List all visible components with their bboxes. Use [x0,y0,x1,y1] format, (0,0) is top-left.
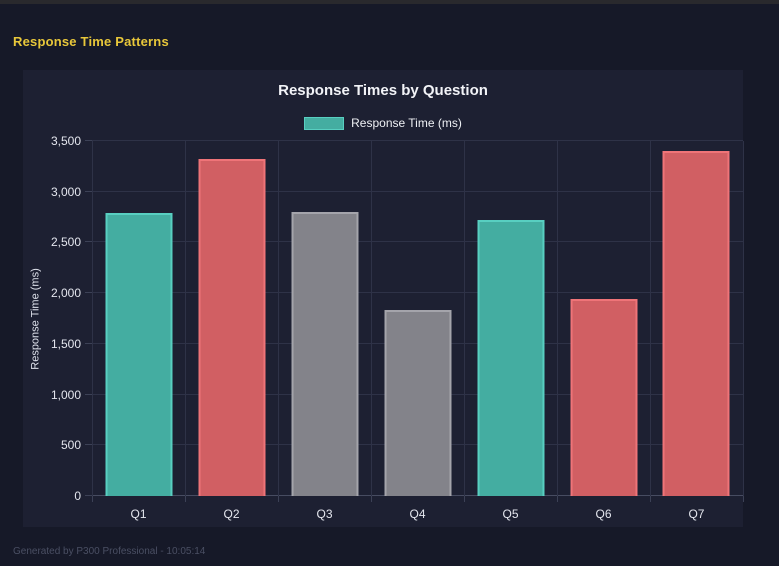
y-tick-label: 3,000 [50,184,81,199]
footer-text: Generated by P300 Professional - 10:05:1… [13,546,206,557]
x-tick-label: Q1 [130,507,147,521]
y-tick-mark [85,292,92,294]
plot-area [85,140,744,502]
y-tick-mark [85,342,92,344]
bar-q2[interactable] [198,158,265,496]
v-gridline [743,141,744,496]
v-gridline [557,141,558,496]
h-gridline [92,241,743,243]
y-tick-mark [85,190,92,192]
y-tick-label: 500 [60,438,81,453]
x-tick-mark [92,496,93,502]
v-gridline [371,141,372,496]
top-strip [0,0,779,4]
x-axis-tick-labels: Q1 Q2 Q3 Q4 Q5 Q6 Q7 [92,508,743,522]
y-axis-tick-labels: 0 500 1,000 1,500 2,000 2,500 3,000 3,500 [23,135,81,502]
chart-title: Response Times by Question [278,82,488,99]
bar-q4[interactable] [384,310,451,496]
h-gridline [92,190,743,192]
v-gridline [92,141,93,496]
x-tick-mark [464,496,465,502]
bar-q5[interactable] [477,220,544,496]
y-tick-label: 1,000 [50,387,81,402]
legend-label[interactable]: Response Time (ms) [351,116,462,130]
y-tick-label: 1,500 [50,336,81,351]
v-gridline [185,141,186,496]
v-gridline [464,141,465,496]
y-tick-label: 2,000 [50,286,81,301]
x-tick-mark [650,496,651,502]
y-tick-mark [85,140,92,141]
h-gridline [92,292,743,294]
bar-q1[interactable] [105,213,172,496]
legend: Response Time (ms) [23,116,743,130]
x-tick-label: Q7 [688,507,705,521]
y-tick-mark [85,444,92,446]
x-tick-label: Q5 [502,507,519,521]
bar-q7[interactable] [662,150,730,496]
x-tick-label: Q2 [223,507,240,521]
bar-q6[interactable] [570,298,637,496]
y-tick-label: 0 [74,489,81,503]
legend-swatch[interactable] [304,116,345,130]
x-tick-mark [278,496,279,502]
y-tick-label: 3,500 [50,134,81,148]
v-gridline [278,141,279,496]
y-tick-mark [85,241,92,243]
y-tick-mark [85,393,92,395]
y-tick-label: 2,500 [50,235,81,250]
x-tick-label: Q3 [316,507,333,521]
x-tick-label: Q4 [409,507,426,521]
x-tick-label: Q6 [595,507,612,521]
x-tick-mark [185,496,186,502]
v-gridline [650,141,651,496]
x-tick-mark [743,496,744,502]
page-title: Response Time Patterns [13,34,169,49]
x-tick-mark [371,496,372,502]
h-gridline [92,140,743,141]
bar-q3[interactable] [291,212,358,496]
chart-card: Response Times by Question Response Time… [23,70,744,527]
x-tick-mark [557,496,558,502]
y-tick-mark [85,495,92,496]
